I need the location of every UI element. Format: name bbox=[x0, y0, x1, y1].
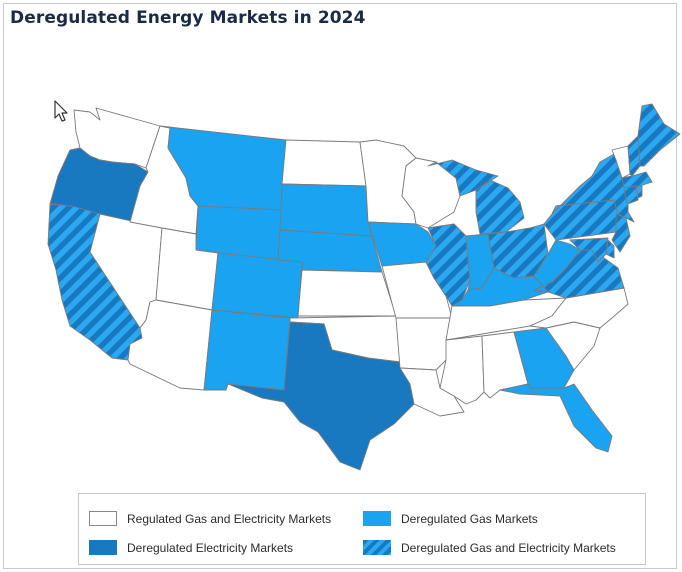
state-nm bbox=[203, 309, 291, 391]
state-co bbox=[211, 252, 303, 319]
state-vt bbox=[611, 145, 631, 179]
state-wv bbox=[533, 239, 581, 293]
legend-swatch-gas bbox=[363, 511, 391, 526]
state-me bbox=[637, 103, 681, 167]
legend-item-electricity: Deregulated Electricity Markets bbox=[89, 540, 293, 555]
state-md bbox=[569, 237, 609, 263]
state-sd bbox=[279, 183, 373, 237]
state-wi bbox=[401, 157, 461, 229]
state-ks bbox=[297, 269, 397, 317]
state-mi bbox=[427, 159, 525, 235]
state-la bbox=[399, 367, 465, 417]
state-fl bbox=[499, 383, 613, 453]
legend-swatch-both bbox=[363, 540, 391, 555]
state-tx bbox=[227, 321, 415, 471]
state-pa bbox=[543, 199, 619, 241]
arrow-cursor-icon bbox=[54, 100, 68, 122]
legend-item-regulated: Regulated Gas and Electricity Markets bbox=[89, 511, 331, 526]
legend-label-electricity: Deregulated Electricity Markets bbox=[127, 540, 294, 555]
state-ct bbox=[623, 185, 639, 205]
legend-item-both: Deregulated Gas and Electricity Markets bbox=[363, 540, 616, 555]
state-ar bbox=[395, 317, 453, 371]
legend-label-both: Deregulated Gas and Electricity Markets bbox=[401, 540, 616, 555]
state-ri bbox=[635, 185, 643, 199]
state-nc bbox=[529, 287, 629, 329]
map-legend: Regulated Gas and Electricity Markets De… bbox=[78, 493, 646, 565]
state-nh bbox=[627, 135, 641, 177]
legend-label-regulated: Regulated Gas and Electricity Markets bbox=[127, 511, 332, 526]
page-title: Deregulated Energy Markets in 2024 bbox=[10, 8, 366, 28]
legend-swatch-electricity bbox=[89, 540, 117, 555]
legend-item-gas: Deregulated Gas Markets bbox=[363, 511, 538, 526]
legend-swatch-regulated bbox=[89, 511, 117, 526]
state-nj bbox=[611, 213, 631, 253]
state-nd bbox=[281, 139, 367, 187]
legend-label-gas: Deregulated Gas Markets bbox=[401, 511, 538, 526]
